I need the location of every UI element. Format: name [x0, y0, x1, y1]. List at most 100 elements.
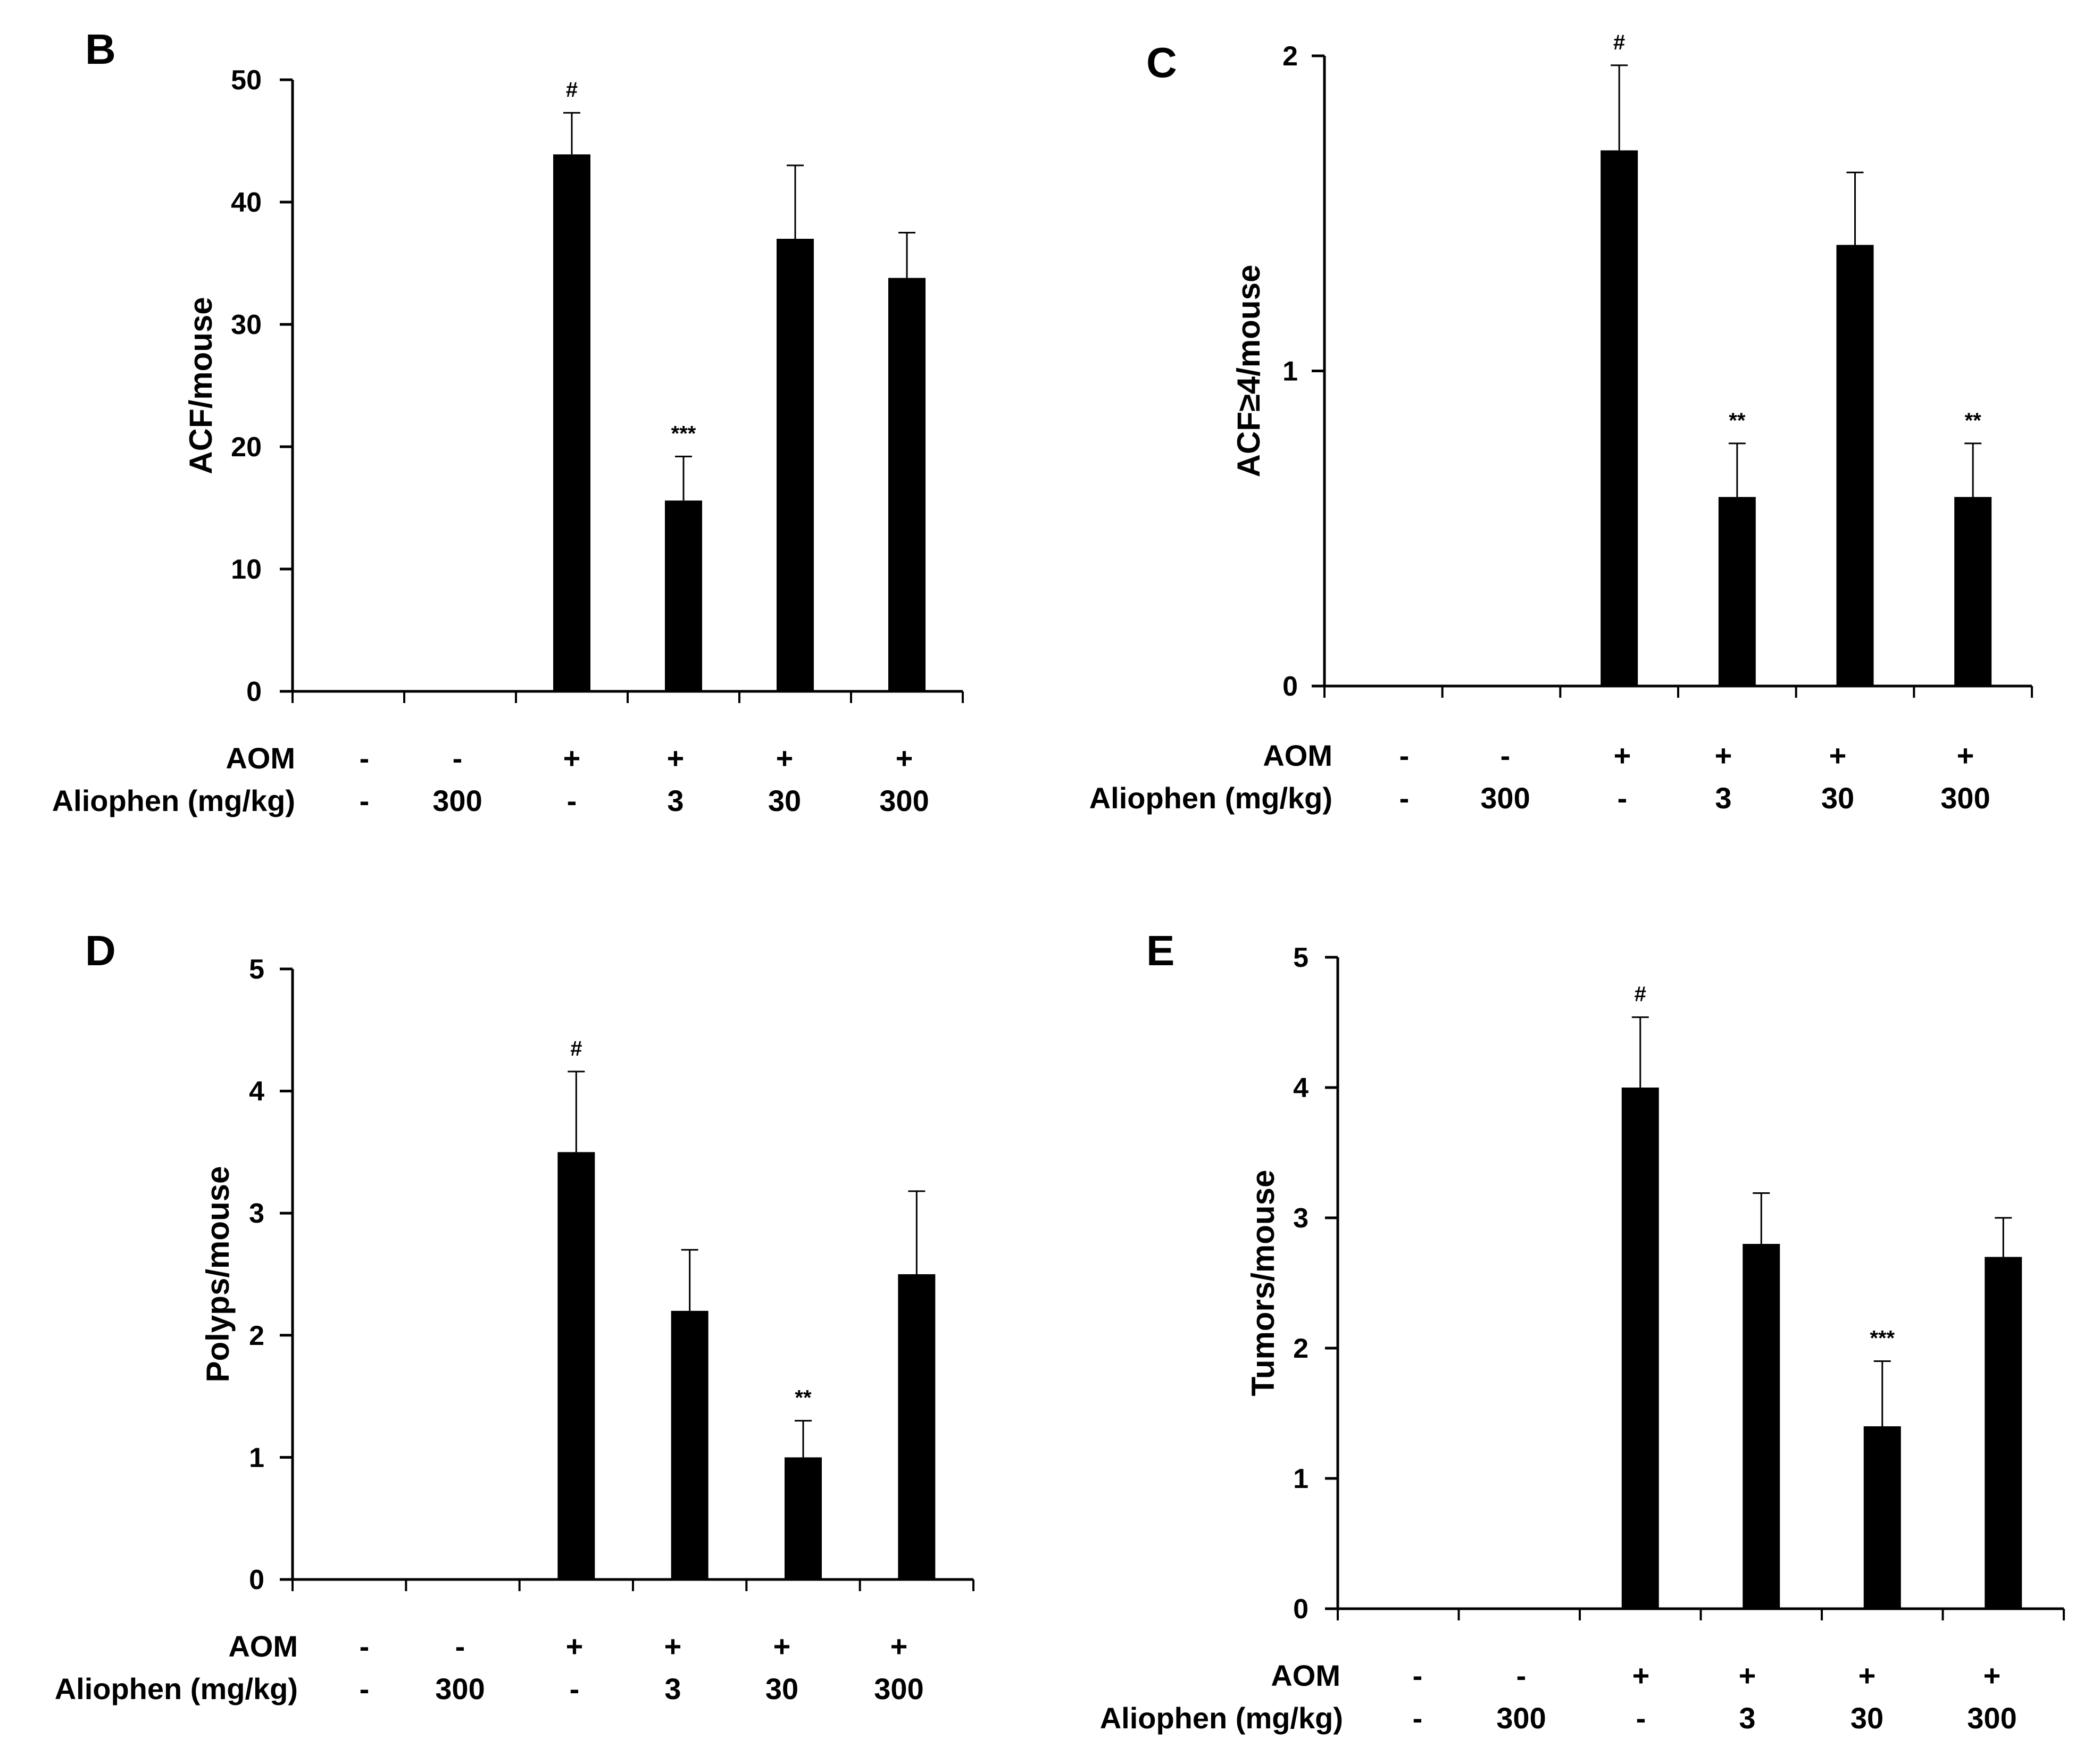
aom-value: +	[566, 1629, 584, 1663]
aom-value: +	[1858, 1659, 1876, 1692]
aom-value: +	[664, 1629, 682, 1663]
aom-value: +	[1739, 1659, 1756, 1692]
aom-value: +	[1957, 739, 1974, 772]
y-tick-label: 0	[1293, 1594, 1308, 1625]
y-tick-label: 5	[249, 954, 264, 985]
bar	[1621, 1088, 1659, 1609]
y-tick-label: 10	[231, 554, 262, 585]
y-tick-label: 4	[1293, 1073, 1308, 1103]
aom-row-label: AOM	[1271, 1659, 1340, 1692]
aliophen-value: 300	[879, 784, 929, 817]
bar	[557, 1152, 595, 1579]
y-tick-label: 0	[246, 676, 262, 707]
aliophen-value: -	[1618, 781, 1628, 815]
aliophen-value: -	[570, 1672, 580, 1706]
aliophen-value: -	[567, 784, 577, 817]
aliophen-row-label: Aliophen (mg/kg)	[1089, 781, 1332, 815]
aliophen-row-label: Aliophen (mg/kg)	[52, 784, 295, 817]
y-tick-label: 30	[231, 310, 262, 340]
significance-label: #	[1635, 983, 1646, 1006]
aom-value: +	[1614, 739, 1631, 772]
aom-value: +	[773, 1629, 791, 1663]
aliophen-value: 3	[1715, 781, 1731, 815]
panel-letter: E	[1146, 927, 1174, 974]
aom-row-label: AOM	[228, 1629, 298, 1663]
aom-value: -	[1399, 739, 1410, 772]
aom-row-label: AOM	[226, 741, 295, 775]
bar	[1743, 1244, 1780, 1609]
significance-label: ***	[671, 422, 696, 445]
panel-d: D 0 1 2 3 4 5 Polyps/mouse # ** AOM Aliophen (mg/kg…	[55, 927, 974, 1706]
bar	[1601, 150, 1638, 686]
bar	[553, 154, 590, 691]
y-axis-title: ACF/mouse	[183, 297, 219, 474]
significance-label: ***	[1870, 1327, 1895, 1350]
aliophen-value: 300	[1480, 781, 1530, 815]
panel-letter: C	[1146, 39, 1177, 86]
aom-value: -	[1413, 1659, 1423, 1692]
y-tick-label: 3	[1293, 1203, 1308, 1234]
bar	[777, 239, 814, 691]
panel-c: C 0 1 2 ACF≥4/mouse # ** ** AOM Aliophen (mg/kg) -…	[1089, 31, 2033, 815]
aom-value: +	[890, 1629, 908, 1663]
significance-label: #	[1613, 31, 1625, 54]
aom-value: -	[1501, 739, 1511, 772]
aliophen-row-label: Aliophen (mg/kg)	[55, 1672, 298, 1706]
significance-label: **	[795, 1386, 812, 1410]
y-tick-label: 20	[231, 432, 262, 463]
aliophen-value: -	[1636, 1701, 1646, 1735]
aom-value: -	[453, 741, 463, 775]
y-axis-title: Tumors/mouse	[1245, 1170, 1281, 1397]
panel-letter: D	[85, 927, 116, 974]
aliophen-value: 30	[1821, 781, 1854, 815]
bar	[1863, 1426, 1901, 1609]
y-tick-label: 2	[1293, 1333, 1308, 1364]
aliophen-row-label: Aliophen (mg/kg)	[1100, 1701, 1343, 1735]
aliophen-value: -	[1413, 1701, 1423, 1735]
aliophen-value: 3	[667, 784, 684, 817]
aom-value: +	[1632, 1659, 1650, 1692]
aom-value: +	[1829, 739, 1847, 772]
y-tick-label: 1	[1282, 356, 1298, 387]
aliophen-value: 3	[1739, 1701, 1755, 1735]
aliophen-value: 30	[765, 1672, 798, 1706]
y-tick-label: 3	[249, 1198, 264, 1229]
aliophen-value: 300	[432, 784, 482, 817]
aliophen-value: 300	[1940, 781, 1990, 815]
aliophen-value: 300	[1496, 1701, 1546, 1735]
aliophen-value: 3	[664, 1672, 681, 1706]
aom-value: -	[1516, 1659, 1527, 1692]
significance-label: **	[1729, 409, 1746, 432]
aom-value: +	[563, 741, 581, 775]
y-tick-label: 2	[1282, 41, 1298, 72]
bar	[665, 500, 702, 691]
significance-label: **	[1965, 409, 1982, 432]
y-tick-label: 0	[249, 1565, 264, 1595]
aliophen-value: -	[360, 1672, 370, 1706]
aom-value: -	[455, 1629, 465, 1663]
y-tick-label: 0	[1282, 671, 1298, 702]
aliophen-value: 30	[768, 784, 801, 817]
panel-b: B 0 10 20 30 40 50 ACF/mouse # *** AOM Aliophen (mg…	[52, 26, 964, 817]
y-tick-label: 2	[249, 1320, 264, 1351]
aom-value: +	[667, 741, 685, 775]
panel-letter: B	[85, 26, 116, 73]
bar	[1985, 1257, 2022, 1609]
aom-value: +	[1715, 739, 1732, 772]
aliophen-value: -	[360, 784, 370, 817]
significance-label: #	[570, 1037, 582, 1060]
y-tick-label: 1	[249, 1442, 264, 1473]
y-axis-title: ACF≥4/mouse	[1231, 265, 1266, 478]
bar	[898, 1274, 936, 1579]
aliophen-value: 30	[1851, 1701, 1883, 1735]
y-tick-label: 1	[1293, 1464, 1308, 1494]
bar	[785, 1457, 822, 1579]
y-tick-label: 50	[231, 65, 262, 96]
significance-label: #	[566, 78, 578, 102]
aliophen-value: -	[1399, 781, 1410, 815]
y-tick-label: 4	[249, 1076, 264, 1107]
aliophen-value: 300	[874, 1672, 923, 1706]
bar	[888, 278, 926, 691]
aom-value: +	[776, 741, 794, 775]
